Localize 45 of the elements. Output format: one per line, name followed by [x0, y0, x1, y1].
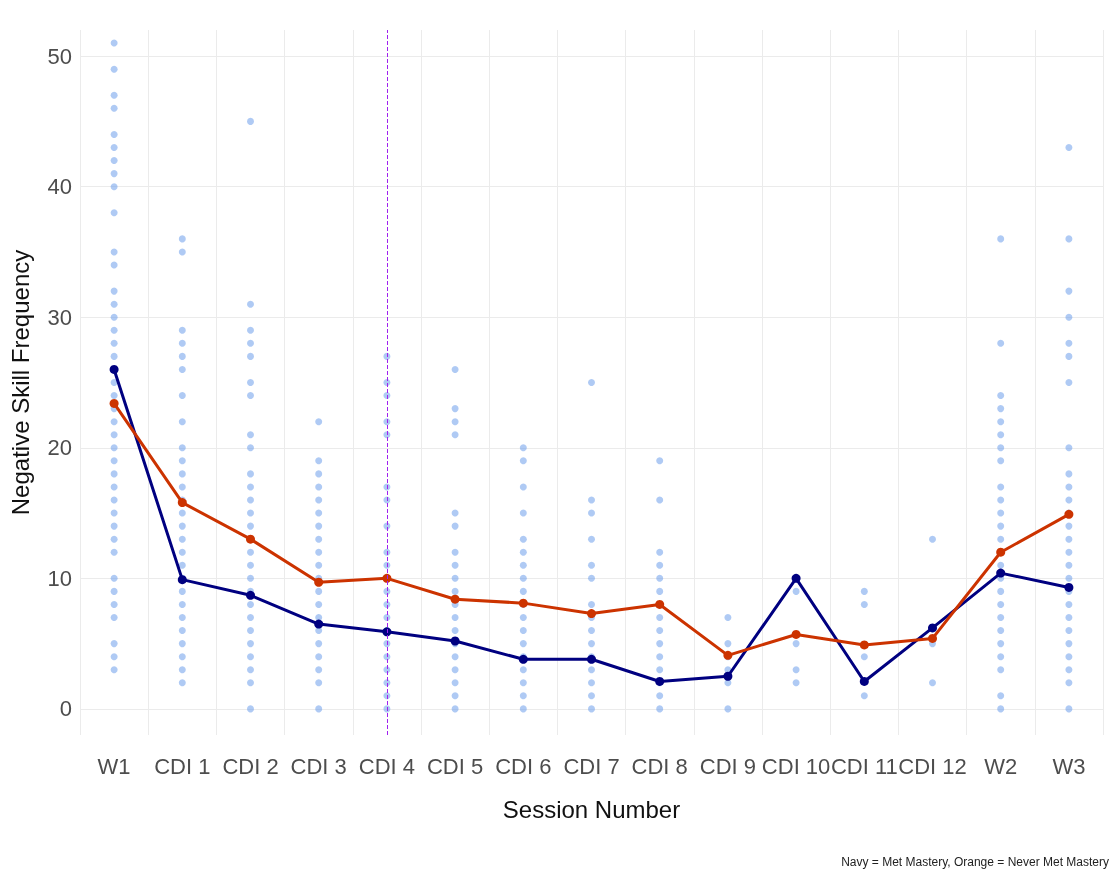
point [246, 590, 255, 600]
text: Navy = Met Mastery, Orange = Never Met Mastery [841, 855, 1110, 869]
x-tick-label: CDI 2 [222, 753, 279, 779]
x-tick-label: CDI 7 [563, 753, 620, 779]
x-tick-label: CDI 5 [426, 753, 484, 779]
y-tick-label: 20 [47, 435, 72, 461]
point [859, 676, 869, 686]
point [791, 573, 801, 583]
y-tick-label: 0 [59, 696, 72, 722]
x-tick-label: CDI 11 [830, 753, 898, 779]
y-axis-title: Negative Skill Frequency [6, 249, 34, 516]
x-tick-label: CDI 3 [290, 753, 347, 779]
y-tick-label: 30 [47, 304, 72, 330]
point [314, 577, 324, 587]
x-tick-label: CDI 12 [898, 753, 967, 779]
y-tick-label: 40 [47, 174, 72, 200]
point [587, 609, 596, 619]
x-tick-label: W1 [97, 753, 131, 779]
point [928, 633, 937, 643]
x-tick-label: CDI 4 [358, 753, 416, 779]
point [996, 568, 1006, 578]
point [246, 534, 255, 544]
point [109, 364, 119, 374]
point [177, 498, 187, 508]
point [450, 636, 460, 646]
x-tick-label: CDI 6 [495, 753, 552, 779]
x-tick-label: W3 [1052, 753, 1086, 779]
x-tick-label: CDI 8 [631, 753, 688, 779]
x-tick-label: CDI 10 [761, 753, 831, 779]
point [996, 547, 1006, 557]
x-tick-label: W2 [984, 753, 1018, 779]
point [723, 671, 733, 681]
point [109, 398, 119, 408]
x-tick-label: CDI 1 [154, 753, 211, 779]
point [928, 623, 937, 633]
y-tick-label: 10 [47, 565, 72, 591]
point [655, 599, 665, 609]
y-tick-label: 50 [47, 43, 72, 69]
point [859, 640, 869, 650]
x-axis-title: Session Number [502, 795, 681, 823]
point [791, 629, 801, 639]
point [314, 619, 324, 629]
point [450, 594, 460, 604]
x-tick-label: CDI 9 [699, 753, 757, 779]
point [1064, 582, 1074, 592]
